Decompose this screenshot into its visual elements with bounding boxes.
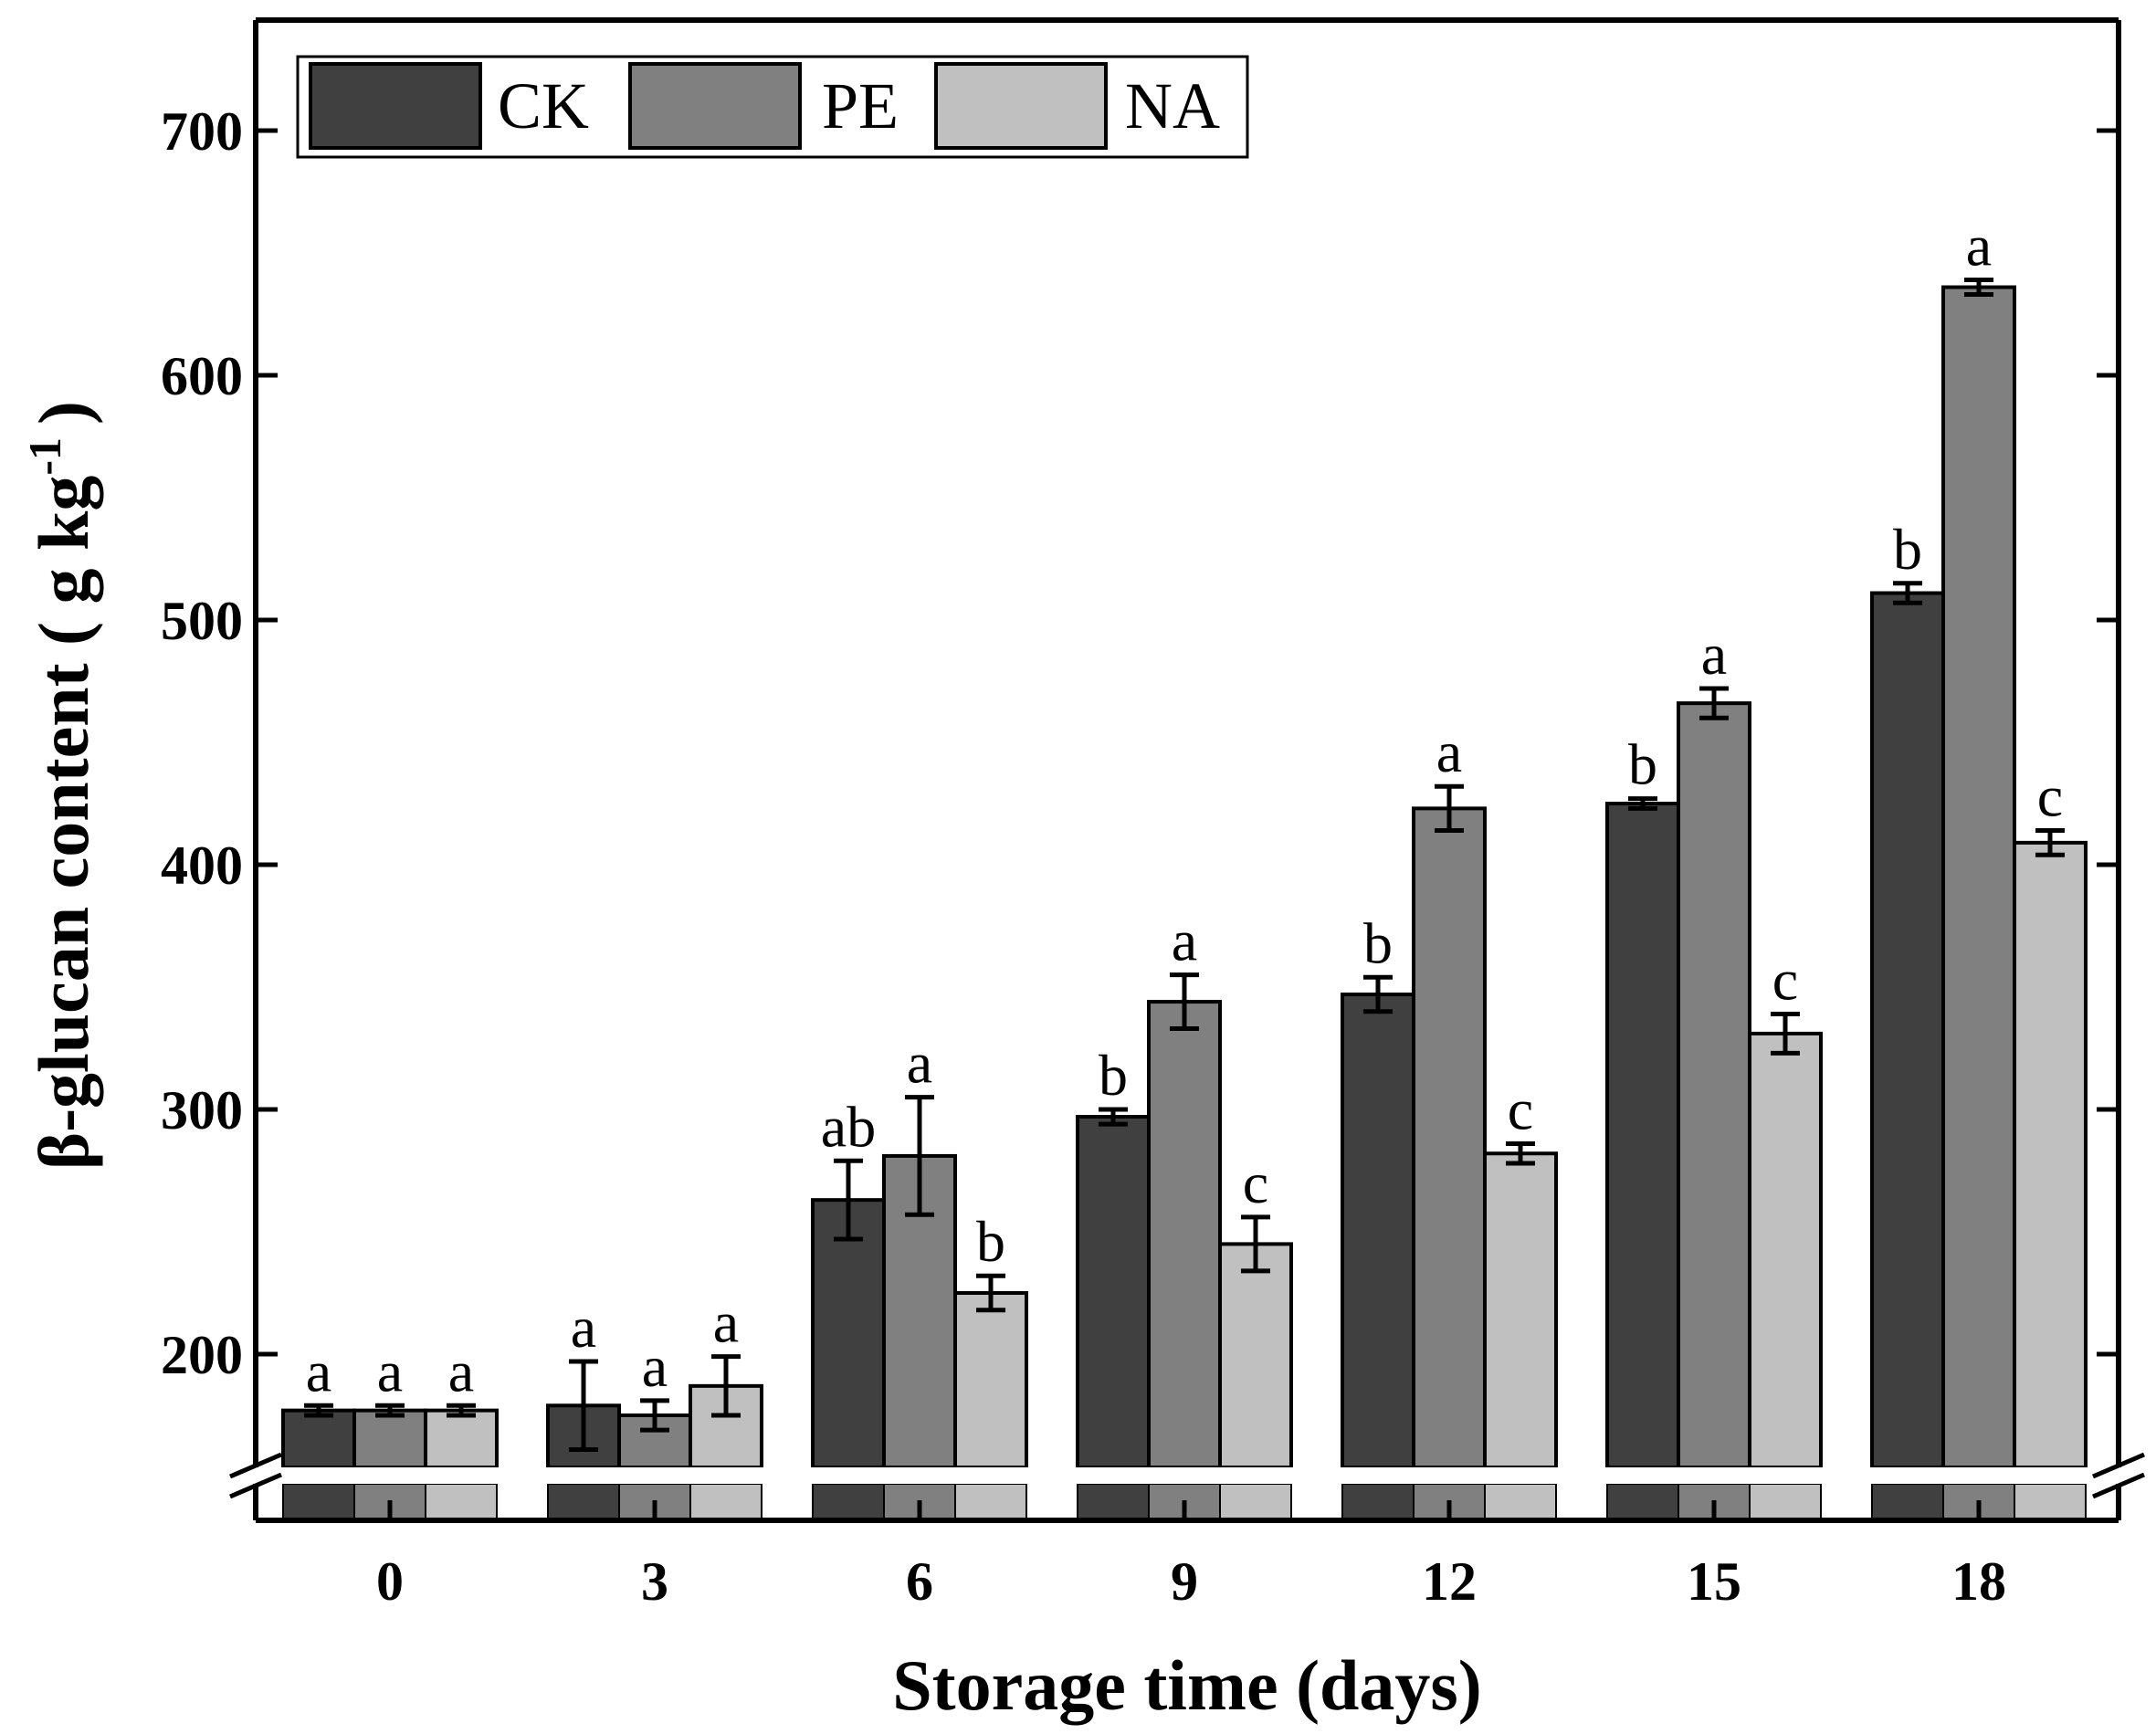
bar-stub-na [1749,1483,1822,1521]
bar-stub-na [425,1483,498,1521]
bar-stub-ck [812,1483,885,1521]
x-tick-label: 15 [1687,1551,1741,1612]
bar-pe [1941,285,2016,1469]
significance-label: b [1099,1043,1128,1108]
significance-label: c [2037,763,2063,828]
significance-label: a [306,1339,331,1403]
bar-na [424,1408,499,1470]
bar-ck [281,1408,356,1470]
y-tick-label: 300 [161,1080,243,1140]
axis-break-mark-right-2 [2092,1472,2145,1499]
bar-na [1748,1031,1823,1470]
bar-stub-na [689,1483,762,1521]
significance-label: a [642,1334,668,1399]
x-axis-ticks: 0 3 6 9 12 15 18 [376,1500,2006,1612]
significance-label: b [976,1209,1005,1274]
error-bars-layer [304,277,2065,1453]
significance-label: a [1966,213,1992,278]
significance-label: a [1701,622,1727,687]
significance-label: a [448,1339,474,1403]
bar-na [1218,1242,1293,1470]
significance-label: a [571,1295,596,1360]
legend-swatch-na [934,62,1108,150]
bar-stub-na [954,1483,1027,1521]
y-tick-label: 200 [161,1325,243,1385]
x-tick-label: 12 [1422,1551,1477,1612]
bar-pe [1677,701,1751,1469]
significance-label: c [1772,947,1798,1012]
x-tick-label: 3 [641,1551,668,1612]
significance-label: a [1436,720,1462,784]
y-tick-label: 500 [161,591,243,651]
legend-swatch-ck [309,62,482,150]
legend-swatch-pe [628,62,802,150]
bar-na [1483,1151,1558,1469]
bar-na [953,1291,1028,1469]
bar-stub-ck [1341,1483,1415,1521]
bar-stub-ck [1077,1483,1150,1521]
x-tick-label: 0 [376,1551,404,1612]
significance-label: a [1172,909,1197,973]
x-tick-label: 18 [1951,1551,2006,1612]
legend-label-na: NA [1125,69,1220,142]
y-tick-label: 700 [161,101,243,162]
y-tick-label: 400 [161,835,243,896]
axis-break-mark-left-1 [229,1452,282,1479]
y-axis-title: β-glucan content ( g kg-1) [19,401,103,1170]
legend: CK PE NA [296,55,1249,159]
bar-stub-na [1484,1483,1557,1521]
bar-ck [1605,802,1680,1469]
bar-pe [352,1408,427,1470]
significance-label: ab [821,1094,876,1159]
bar-pe [1147,1000,1222,1469]
bar-pe [1412,806,1487,1469]
significance-label: b [1628,732,1657,797]
significance-label: a [713,1290,739,1355]
significance-label: c [1508,1077,1533,1142]
x-tick-label: 9 [1171,1551,1198,1612]
bar-na [2013,840,2088,1469]
bar-stub-na [2014,1483,2087,1521]
bar-stub-ck [547,1483,620,1521]
significance-label: b [1363,910,1393,975]
significance-label: b [1893,517,1922,582]
x-tick-label: 6 [906,1551,933,1612]
axis-break-mark-right-1 [2092,1452,2145,1479]
y-axis-title-close: ) [24,401,103,425]
y-axis-title-main: β-glucan content ( g kg [24,476,103,1170]
significance-label: a [377,1339,403,1403]
bar-ck [1870,591,1945,1469]
axis-break-mark-left-2 [229,1472,282,1499]
significance-label: c [1243,1151,1268,1215]
y-tick-label: 600 [161,346,243,406]
bars-layer [281,285,2088,1470]
legend-label-ck: CK [498,69,589,142]
bar-ck [1341,993,1415,1470]
legend-label-pe: PE [822,69,899,142]
bar-stub-ck [282,1483,355,1521]
y-axis-title-superscript: -1 [19,437,70,476]
bar-stub-na [1219,1483,1292,1521]
x-axis-title: Storage time (days) [892,1645,1482,1725]
bar-stub-ck [1871,1483,1944,1521]
axis-break-gap [247,1467,2128,1484]
y-axis-ticks: 200 300 400 500 600 700 [161,101,2119,1385]
bar-ck [1076,1115,1151,1470]
bar-stubs-layer [282,1483,2087,1521]
bar-stub-ck [1606,1483,1679,1521]
significance-label: a [907,1031,932,1096]
